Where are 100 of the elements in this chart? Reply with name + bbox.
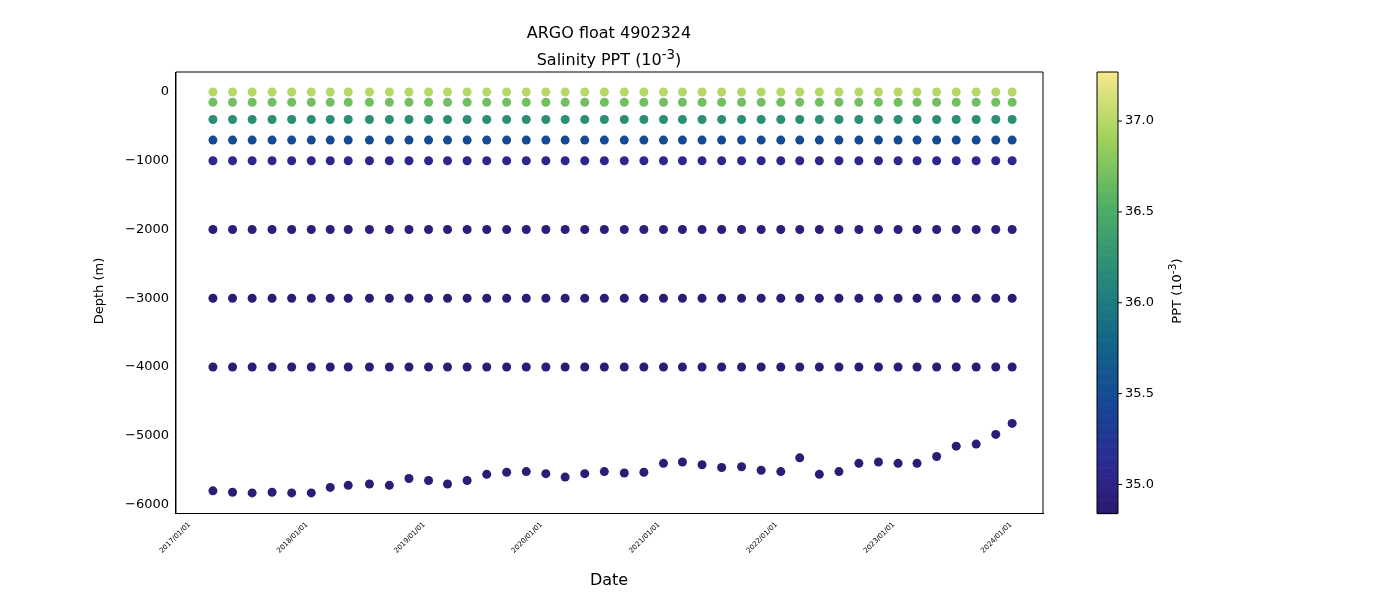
point	[384, 293, 394, 303]
point	[599, 87, 609, 97]
point	[737, 97, 747, 107]
point	[443, 97, 453, 107]
point	[325, 293, 335, 303]
point	[912, 224, 922, 234]
point	[306, 293, 316, 303]
point	[1007, 418, 1017, 428]
point	[267, 224, 277, 234]
point	[737, 224, 747, 234]
point	[287, 488, 297, 498]
y-tick-label: −6000	[124, 495, 169, 511]
point	[991, 293, 1001, 303]
point	[343, 293, 353, 303]
point	[208, 486, 218, 496]
point	[619, 114, 629, 124]
point	[658, 362, 668, 372]
point	[228, 97, 238, 107]
point	[541, 224, 551, 234]
point	[971, 293, 981, 303]
point	[364, 293, 374, 303]
point	[971, 224, 981, 234]
point	[580, 87, 590, 97]
point	[404, 97, 414, 107]
point	[893, 87, 903, 97]
point	[521, 293, 531, 303]
point	[814, 87, 824, 97]
point	[717, 87, 727, 97]
point	[776, 467, 786, 477]
point	[306, 156, 316, 166]
point	[873, 156, 883, 166]
point	[228, 114, 238, 124]
point	[325, 156, 335, 166]
point	[912, 114, 922, 124]
point	[893, 458, 903, 468]
point	[893, 362, 903, 372]
point	[267, 87, 277, 97]
point	[541, 156, 551, 166]
point	[619, 224, 629, 234]
point	[619, 97, 629, 107]
point	[854, 362, 864, 372]
point	[776, 224, 786, 234]
point	[854, 224, 864, 234]
point	[228, 135, 238, 145]
point	[287, 97, 297, 107]
point	[208, 293, 218, 303]
y-axis-title: Depth (m)	[90, 257, 106, 325]
point	[932, 362, 942, 372]
point	[228, 293, 238, 303]
point	[306, 114, 316, 124]
point	[541, 362, 551, 372]
point	[208, 362, 218, 372]
point	[306, 224, 316, 234]
point	[932, 135, 942, 145]
point	[717, 224, 727, 234]
point	[560, 114, 570, 124]
color-bar-label: 36.5	[1125, 203, 1154, 219]
point	[834, 156, 844, 166]
point	[795, 97, 805, 107]
point	[502, 135, 512, 145]
point	[1007, 135, 1017, 145]
point	[287, 156, 297, 166]
point	[658, 97, 668, 107]
point	[424, 135, 434, 145]
point	[521, 362, 531, 372]
point	[756, 156, 766, 166]
point	[443, 293, 453, 303]
point	[560, 135, 570, 145]
point	[343, 114, 353, 124]
point	[404, 156, 414, 166]
point	[228, 156, 238, 166]
point	[443, 135, 453, 145]
point	[873, 293, 883, 303]
point	[384, 135, 394, 145]
point	[834, 362, 844, 372]
point	[560, 97, 570, 107]
point	[404, 114, 414, 124]
point	[737, 156, 747, 166]
point	[521, 97, 531, 107]
point	[599, 467, 609, 477]
point	[737, 462, 747, 472]
point	[502, 467, 512, 477]
point	[247, 293, 257, 303]
point	[677, 156, 687, 166]
chart-subtitle: Salinity PPT (10$^{-3}$)	[535, 46, 683, 72]
point	[991, 156, 1001, 166]
point	[795, 362, 805, 372]
point	[482, 156, 492, 166]
point	[814, 156, 824, 166]
point	[424, 87, 434, 97]
point	[873, 362, 883, 372]
point	[325, 362, 335, 372]
point	[462, 224, 472, 234]
point	[325, 87, 335, 97]
point	[639, 87, 649, 97]
point	[991, 135, 1001, 145]
point	[697, 97, 707, 107]
point	[756, 293, 766, 303]
point	[404, 473, 414, 483]
point	[267, 293, 277, 303]
